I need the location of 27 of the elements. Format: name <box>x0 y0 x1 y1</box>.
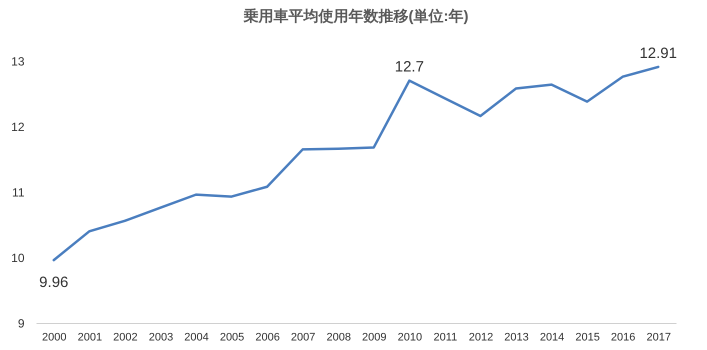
x-tick-label: 2013 <box>504 332 529 344</box>
y-tick-label: 9 <box>18 316 25 330</box>
x-tick-label: 2011 <box>434 332 458 344</box>
y-tick-label: 11 <box>12 186 25 200</box>
x-tick-label: 2016 <box>610 332 636 344</box>
x-tick-label: 2008 <box>326 332 351 344</box>
x-tick-label: 2000 <box>42 332 67 344</box>
x-tick-label: 2005 <box>220 332 244 344</box>
y-tick-label: 12 <box>11 120 25 134</box>
x-tick-label: 2014 <box>540 332 564 344</box>
x-tick-label: 2012 <box>468 332 494 344</box>
data-label: 12.91 <box>639 44 677 62</box>
y-tick-label: 13 <box>11 54 25 68</box>
data-label: 12.7 <box>394 58 424 76</box>
x-tick-label: 2015 <box>575 332 600 344</box>
x-tick-label: 2003 <box>148 332 174 344</box>
x-tick-label: 2009 <box>362 332 387 344</box>
x-tick-label: 2001 <box>78 332 102 344</box>
x-tick-label: 2002 <box>113 332 138 344</box>
x-tick-label: 2017 <box>646 332 671 344</box>
x-tick-label: 2010 <box>398 332 422 344</box>
y-tick-label: 10 <box>11 251 25 265</box>
x-tick-label: 2006 <box>255 332 280 344</box>
data-label: 9.96 <box>39 274 68 292</box>
x-tick-label: 2007 <box>290 332 316 344</box>
x-tick-label: 2004 <box>184 332 209 344</box>
chart-title: 乗用車平均使用年数推移(単位:年) <box>242 8 468 25</box>
